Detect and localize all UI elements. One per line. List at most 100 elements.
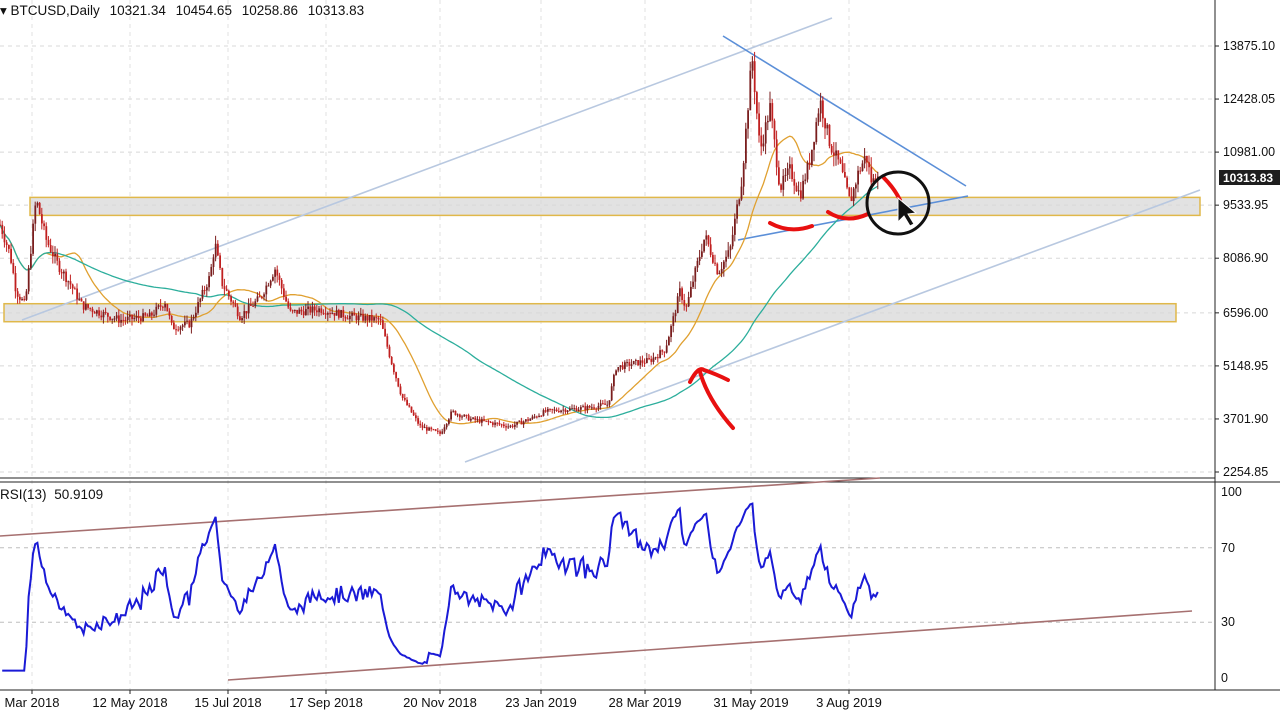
symbol-header: ▾ BTCUSD,Daily 10321.34 10454.65 10258.8…: [0, 3, 370, 19]
candle-body: [25, 291, 28, 300]
candle-body: [443, 427, 446, 432]
candle-body: [243, 311, 246, 318]
candle-body: [236, 306, 239, 317]
candle-body: [778, 167, 780, 185]
candle-body: [811, 149, 813, 165]
candle-body: [195, 312, 197, 318]
candle-body: [489, 422, 492, 424]
candle-body: [34, 205, 37, 224]
candle-body: [804, 179, 807, 181]
moving-averages: [0, 135, 879, 425]
candle-body: [426, 427, 428, 431]
candle-body: [140, 318, 142, 322]
candle-body: [439, 431, 441, 434]
candle-body: [373, 317, 375, 321]
candle-body: [525, 419, 527, 422]
candle-body: [588, 405, 591, 408]
candle-body: [434, 429, 437, 431]
candle-body: [839, 159, 842, 164]
price-tick-label: 2254.85: [1223, 465, 1268, 479]
price-grid: [0, 0, 1215, 690]
candle-body: [184, 321, 186, 326]
candle-body: [353, 312, 356, 316]
candle-body: [815, 122, 818, 143]
candle-body: [355, 315, 358, 321]
candle-body: [170, 315, 173, 323]
price-tick-label: 10981.00: [1223, 145, 1275, 159]
candle-body: [5, 242, 8, 246]
candle-body: [749, 70, 752, 111]
candle-body: [247, 304, 250, 314]
candle-body: [643, 362, 646, 364]
candle-body: [45, 226, 48, 240]
candle-body: [201, 289, 204, 299]
price-tick-label: 6596.00: [1223, 306, 1268, 320]
candle-body: [742, 163, 745, 187]
rsi-header: RSI(13) 50.9109: [0, 487, 107, 502]
candle-body: [203, 289, 206, 291]
candle-body: [558, 411, 560, 413]
candle-body: [335, 309, 338, 316]
candle-body: [126, 316, 129, 321]
candle-body: [487, 420, 490, 423]
rsi-channel-upper: [0, 477, 881, 537]
candle-body: [214, 243, 217, 258]
candle-body: [76, 288, 78, 300]
candle-body: [503, 424, 505, 427]
candle-body: [368, 315, 371, 321]
candle-body: [390, 356, 393, 365]
candle-body: [619, 365, 622, 368]
candle-body: [49, 245, 52, 253]
candle-body: [102, 311, 105, 318]
candle-body: [824, 118, 826, 129]
candle-body: [344, 317, 347, 319]
candle-body: [212, 257, 215, 268]
time-tick-label: 15 Jul 2018: [194, 695, 261, 710]
candle-body: [654, 357, 657, 359]
candle-body: [404, 397, 406, 400]
candle-body: [518, 420, 521, 422]
candle-body: [762, 143, 765, 147]
candle-body: [331, 312, 334, 314]
candle-body: [313, 306, 316, 311]
candle-body: [65, 271, 67, 283]
candle-body: [835, 150, 837, 156]
candle-body: [701, 251, 703, 257]
candle-body: [307, 306, 309, 310]
candle-body: [454, 410, 457, 415]
candle-body: [144, 313, 147, 316]
candle-body: [100, 315, 103, 318]
candle-body: [540, 415, 543, 417]
candle-body: [648, 358, 650, 360]
time-tick-label: 20 Nov 2018: [403, 695, 477, 710]
candle-body: [217, 243, 219, 256]
candle-body: [186, 320, 188, 322]
candle-body: [659, 350, 661, 359]
candle-body: [377, 317, 380, 320]
candle-body: [553, 409, 556, 411]
candle-body: [219, 255, 221, 269]
symbol-label: ▾ BTCUSD,Daily: [0, 3, 100, 18]
candle-body: [632, 361, 635, 365]
candle-body: [153, 314, 155, 316]
candle-body: [602, 403, 604, 405]
candle-body: [74, 288, 76, 290]
candle-body: [269, 280, 272, 286]
candle-body: [591, 407, 593, 409]
candle-body: [318, 308, 320, 313]
candle-body: [208, 276, 210, 288]
candle-body: [399, 386, 402, 395]
open-value: 10321.34: [109, 3, 166, 18]
candle-body: [408, 405, 411, 407]
arrow-marker: [688, 367, 735, 430]
candle-body: [738, 199, 741, 205]
candle-body: [329, 313, 331, 315]
candle-body: [27, 267, 30, 292]
price-tick-label: 12428.05: [1223, 92, 1275, 106]
candle-body: [91, 308, 94, 312]
candle-body: [641, 360, 644, 363]
candle-body: [562, 409, 565, 411]
candle-body: [859, 170, 862, 172]
candle-body: [674, 313, 677, 317]
